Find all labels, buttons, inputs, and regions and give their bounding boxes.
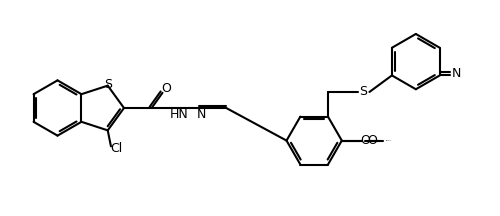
Text: O: O [162,82,172,95]
Text: O: O [368,134,378,147]
Text: O: O [360,134,370,147]
Text: methoxy: methoxy [386,140,392,141]
Text: HN: HN [170,108,188,121]
Text: S: S [360,86,368,98]
Text: Cl: Cl [110,142,122,155]
Text: S: S [104,78,112,91]
Text: N: N [452,67,461,80]
Text: N: N [197,108,206,121]
